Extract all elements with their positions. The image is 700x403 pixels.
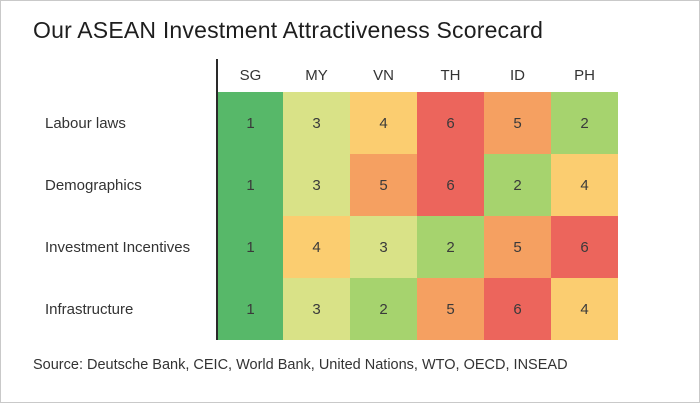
score-cell: 6	[417, 92, 484, 154]
score-cell: 5	[350, 154, 417, 216]
row-label-labour-laws: Labour laws	[45, 114, 126, 132]
row-label-demographics: Demographics	[45, 176, 142, 194]
source-note: Source: Deutsche Bank, CEIC, World Bank,…	[33, 357, 568, 373]
column-header-id: ID	[510, 67, 525, 84]
score-cell: 6	[417, 154, 484, 216]
score-cell: 2	[551, 92, 618, 154]
score-cell: 2	[350, 278, 417, 340]
column-header-my: MY	[305, 67, 328, 84]
score-cell: 4	[551, 154, 618, 216]
column-header-sg: SG	[216, 59, 283, 92]
score-cell: 6	[551, 216, 618, 278]
score-cell: 3	[283, 92, 350, 154]
score-cell: 3	[283, 154, 350, 216]
score-cell: 1	[216, 216, 283, 278]
row-label-investment-incentives: Investment Incentives	[45, 238, 191, 256]
page-title: Our ASEAN Investment Attractiveness Scor…	[33, 17, 544, 43]
column-header-th: TH	[440, 67, 461, 84]
score-cell: 3	[350, 216, 417, 278]
row-label-infrastructure: Infrastructure	[45, 300, 134, 318]
column-header-vn: VN	[373, 67, 394, 84]
score-cell: 1	[216, 92, 283, 154]
scorecard-table: SG MY VN TH ID PH Labour laws 1 3 4 6 5 …	[33, 59, 699, 340]
score-cell: 5	[484, 216, 551, 278]
column-header-ph: PH	[574, 67, 595, 84]
score-cell: 3	[283, 278, 350, 340]
corner-cell	[33, 59, 216, 92]
score-cell: 6	[484, 278, 551, 340]
score-cell: 5	[484, 92, 551, 154]
score-cell: 5	[417, 278, 484, 340]
score-cell: 1	[216, 278, 283, 340]
score-cell: 2	[484, 154, 551, 216]
score-cell: 4	[350, 92, 417, 154]
score-cell: 4	[283, 216, 350, 278]
score-cell: 1	[216, 154, 283, 216]
score-cell: 2	[417, 216, 484, 278]
score-cell: 4	[551, 278, 618, 340]
